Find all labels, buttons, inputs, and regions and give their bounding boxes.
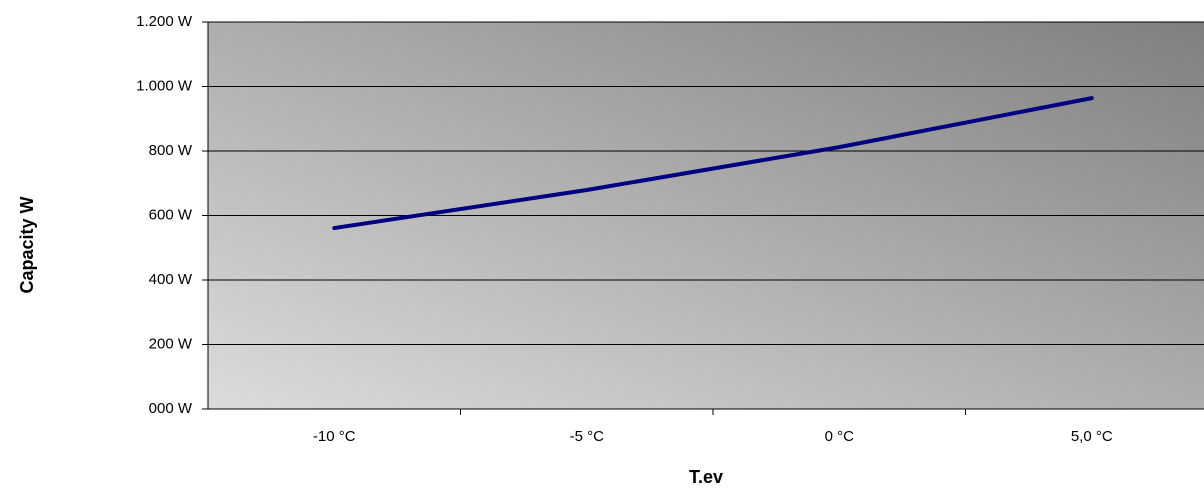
y-tick-label: 600 W: [149, 206, 193, 223]
y-tick-label: 800 W: [149, 142, 193, 159]
x-tick-label: 0 °C: [825, 428, 855, 445]
y-tick-label: 1.200 W: [136, 13, 193, 30]
x-tick-label: 5,0 °C: [1071, 428, 1113, 445]
y-tick-label: 200 W: [149, 335, 193, 352]
x-axis-title: T.ev: [689, 467, 723, 487]
y-axis-title: Capacity W: [17, 196, 37, 293]
y-tick-label: 1.000 W: [136, 77, 193, 94]
line: [332, 96, 1094, 231]
y-tick-label: 000 W: [149, 400, 193, 417]
x-tick-label: -10 °C: [313, 428, 356, 445]
x-tick-label: -5 °C: [570, 428, 605, 445]
y-tick-label: 400 W: [149, 271, 193, 288]
